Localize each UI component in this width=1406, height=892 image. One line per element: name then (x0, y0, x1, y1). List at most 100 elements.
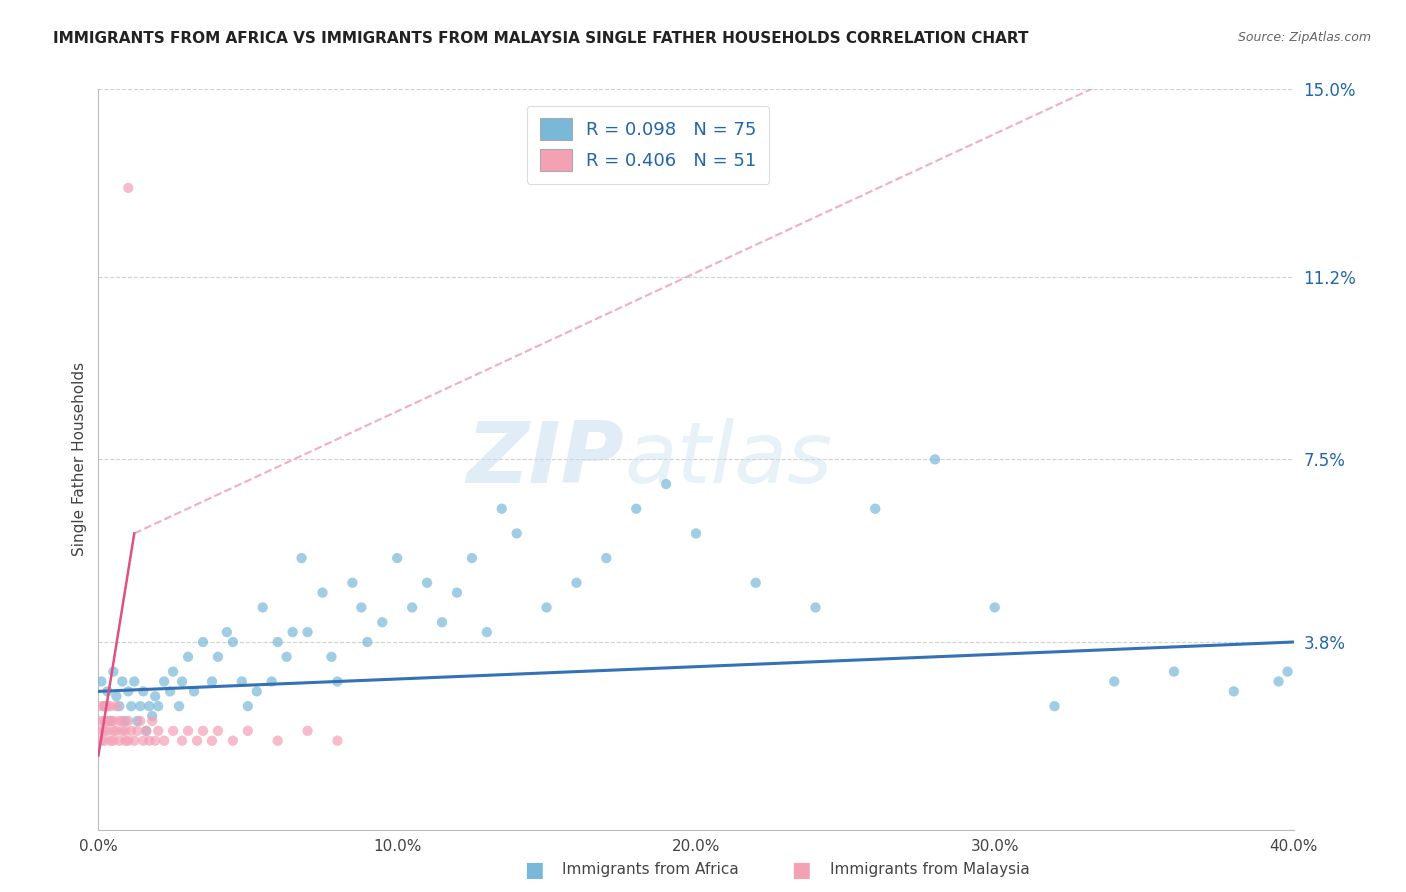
Point (191, 635, 214, 649)
Point (96, 684, 118, 698)
Point (1104, 674, 1126, 689)
Point (321, 649, 343, 664)
Point (385, 551, 409, 566)
Point (143, 690, 166, 704)
Point (201, 674, 224, 689)
Point (311, 585, 333, 599)
Point (326, 674, 349, 689)
Point (108, 714, 131, 728)
Point (215, 625, 238, 640)
Point (120, 699, 142, 714)
Point (93, 723, 115, 738)
Point (536, 600, 558, 615)
Point (162, 665, 184, 679)
Point (148, 723, 170, 738)
Point (236, 699, 259, 714)
Point (98, 733, 122, 747)
Point (207, 723, 229, 738)
Point (93, 699, 115, 714)
Point (177, 723, 200, 738)
Point (267, 635, 290, 649)
Point (132, 733, 155, 747)
Point (804, 600, 827, 615)
Point (132, 684, 155, 698)
Point (207, 649, 229, 664)
Point (98, 714, 122, 728)
Point (222, 635, 245, 649)
Point (655, 477, 678, 491)
Point (201, 733, 224, 747)
Point (222, 733, 245, 747)
Point (93, 714, 115, 728)
Point (141, 714, 163, 728)
Point (93, 733, 115, 747)
Text: ■: ■ (524, 860, 544, 880)
Point (153, 733, 176, 747)
Point (461, 551, 484, 566)
Point (117, 684, 139, 698)
Point (276, 649, 298, 664)
Point (291, 551, 314, 566)
Point (446, 585, 468, 599)
Text: atlas: atlas (624, 417, 832, 501)
Point (105, 699, 128, 714)
Point (129, 699, 152, 714)
Text: IMMIGRANTS FROM AFRICA VS IMMIGRANTS FROM MALAYSIA SINGLE FATHER HOUSEHOLDS CORR: IMMIGRANTS FROM AFRICA VS IMMIGRANTS FRO… (53, 31, 1029, 46)
Point (153, 674, 176, 689)
Point (491, 501, 513, 516)
Point (167, 699, 190, 714)
Point (565, 575, 588, 590)
Text: Source: ZipAtlas.com: Source: ZipAtlas.com (1237, 31, 1371, 45)
Point (96, 723, 118, 738)
Point (1277, 665, 1299, 679)
Point (114, 723, 136, 738)
Point (685, 526, 707, 541)
Point (117, 181, 139, 195)
Point (356, 635, 378, 649)
Point (124, 674, 146, 689)
Point (246, 684, 269, 698)
Point (252, 600, 274, 615)
Point (90, 714, 112, 728)
Point (108, 733, 131, 747)
Point (138, 699, 160, 714)
Point (103, 714, 125, 728)
Point (281, 625, 304, 640)
Point (191, 723, 214, 738)
Point (103, 665, 125, 679)
Point (1267, 674, 1289, 689)
Point (117, 714, 139, 728)
Point (865, 501, 887, 516)
Point (1223, 684, 1246, 698)
Point (96, 714, 118, 728)
Point (745, 575, 768, 590)
Point (236, 723, 259, 738)
Point (371, 615, 394, 630)
Point (135, 723, 157, 738)
Point (141, 709, 163, 723)
Point (111, 674, 134, 689)
Point (93, 699, 115, 714)
Point (111, 714, 134, 728)
Text: Immigrants from Malaysia: Immigrants from Malaysia (830, 863, 1029, 877)
Point (114, 733, 136, 747)
Point (924, 452, 946, 467)
Point (267, 733, 290, 747)
Point (127, 723, 149, 738)
Point (138, 733, 160, 747)
Point (127, 714, 149, 728)
Point (117, 733, 139, 747)
Text: ■: ■ (792, 860, 811, 880)
Point (342, 575, 364, 590)
Point (162, 723, 184, 738)
Point (626, 501, 648, 516)
Point (129, 714, 152, 728)
Point (135, 723, 157, 738)
Point (108, 699, 131, 714)
Point (1163, 665, 1185, 679)
Point (506, 526, 529, 541)
Point (183, 684, 205, 698)
Point (1043, 699, 1066, 714)
Point (172, 733, 194, 747)
Point (177, 649, 200, 664)
